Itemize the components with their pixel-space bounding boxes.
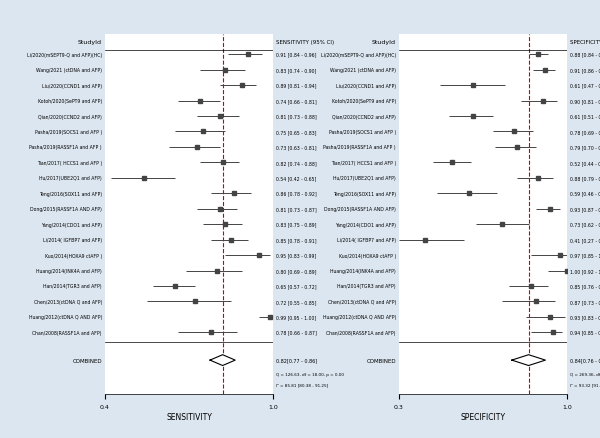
Text: Huang/2012(ctDNA Q AND AFP): Huang/2012(ctDNA Q AND AFP) [323, 314, 396, 320]
Text: Pasha/2019(RASSF1A and AFP ): Pasha/2019(RASSF1A and AFP ) [29, 145, 102, 150]
Text: 0.88 [0.84 - 0.92]: 0.88 [0.84 - 0.92] [570, 53, 600, 57]
Text: Chan/2008(RASSF1A and AFP): Chan/2008(RASSF1A and AFP) [32, 330, 102, 335]
Text: StudyId: StudyId [78, 40, 102, 45]
Text: Tian/2017( HCCS1 and AFP ): Tian/2017( HCCS1 and AFP ) [331, 160, 396, 166]
Text: 0.82[0.77 - 0.86]: 0.82[0.77 - 0.86] [276, 358, 317, 363]
Text: 0.79 [0.70 - 0.87]: 0.79 [0.70 - 0.87] [570, 145, 600, 150]
Text: Liu/2020(CCND1 and AFP): Liu/2020(CCND1 and AFP) [336, 83, 396, 88]
Text: 0.75 [0.65 - 0.83]: 0.75 [0.65 - 0.83] [276, 130, 317, 134]
Text: Huang/2014(INK4A and AFP): Huang/2014(INK4A and AFP) [330, 268, 396, 273]
Text: 0.89 [0.81 - 0.94]: 0.89 [0.81 - 0.94] [276, 83, 317, 88]
Text: Teng/2016(SOX11 and AFP): Teng/2016(SOX11 and AFP) [333, 191, 396, 196]
X-axis label: SENSITIVITY: SENSITIVITY [166, 412, 212, 420]
Text: COMBINED: COMBINED [367, 358, 396, 363]
Text: 0.85 [0.76 - 0.92]: 0.85 [0.76 - 0.92] [570, 284, 600, 289]
Text: 0.86 [0.78 - 0.92]: 0.86 [0.78 - 0.92] [276, 191, 317, 196]
Text: 0.73 [0.62 - 0.84]: 0.73 [0.62 - 0.84] [570, 222, 600, 227]
Text: Liu/2020(CCND1 and AFP): Liu/2020(CCND1 and AFP) [42, 83, 102, 88]
Text: Li/2014( IGFBP7 and AFP): Li/2014( IGFBP7 and AFP) [337, 237, 396, 243]
Text: Qian/2020(CCND2 and AFP): Qian/2020(CCND2 and AFP) [38, 114, 102, 119]
Text: Wang/2021 (ctDNA and AFP): Wang/2021 (ctDNA and AFP) [330, 68, 396, 73]
Text: 0.88 [0.79 - 0.94]: 0.88 [0.79 - 0.94] [570, 176, 600, 181]
Text: Wang/2021 (ctDNA and AFP): Wang/2021 (ctDNA and AFP) [36, 68, 102, 73]
Text: 0.93 [0.87 - 0.97]: 0.93 [0.87 - 0.97] [570, 207, 600, 212]
Text: 0.83 [0.74 - 0.90]: 0.83 [0.74 - 0.90] [276, 68, 316, 73]
Text: 0.54 [0.42 - 0.65]: 0.54 [0.42 - 0.65] [276, 176, 316, 181]
Text: 0.80 [0.69 - 0.89]: 0.80 [0.69 - 0.89] [276, 268, 317, 273]
Text: Han/2014(TGR3 and AFP): Han/2014(TGR3 and AFP) [43, 284, 102, 289]
Text: 0.78 [0.66 - 0.87]: 0.78 [0.66 - 0.87] [276, 330, 317, 335]
Text: Hu/2017(UBE2Q1 and AFP): Hu/2017(UBE2Q1 and AFP) [333, 176, 396, 181]
Text: Teng/2016(SOX11 and AFP): Teng/2016(SOX11 and AFP) [39, 191, 102, 196]
Text: Dong/2015(RASSF1A AND AFP): Dong/2015(RASSF1A AND AFP) [324, 207, 396, 212]
Text: Q = 269.36, df = 18.00, p = 0.00: Q = 269.36, df = 18.00, p = 0.00 [570, 372, 600, 376]
Text: 0.94 [0.85 - 0.98]: 0.94 [0.85 - 0.98] [570, 330, 600, 335]
Text: Chen/2013(ctDNA Q and AFP): Chen/2013(ctDNA Q and AFP) [328, 299, 396, 304]
Text: I² = 93.32 [91.27 - 95.37]: I² = 93.32 [91.27 - 95.37] [570, 383, 600, 387]
Text: 0.97 [0.85 - 1.00]: 0.97 [0.85 - 1.00] [570, 253, 600, 258]
Text: Pasha/2019(SOCS1 and AFP ): Pasha/2019(SOCS1 and AFP ) [35, 130, 102, 134]
Text: 0.85 [0.78 - 0.91]: 0.85 [0.78 - 0.91] [276, 237, 317, 243]
Text: 0.81 [0.73 - 0.87]: 0.81 [0.73 - 0.87] [276, 207, 317, 212]
Text: 0.73 [0.63 - 0.81]: 0.73 [0.63 - 0.81] [276, 145, 317, 150]
Text: 0.52 [0.44 - 0.60]: 0.52 [0.44 - 0.60] [570, 160, 600, 166]
Text: 0.91 [0.86 - 0.95]: 0.91 [0.86 - 0.95] [570, 68, 600, 73]
Text: 0.90 [0.81 - 0.96]: 0.90 [0.81 - 0.96] [570, 99, 600, 104]
Text: Huang/2014(INK4A and AFP): Huang/2014(INK4A and AFP) [36, 268, 102, 273]
Text: 0.61 [0.47 - 0.74]: 0.61 [0.47 - 0.74] [570, 83, 600, 88]
Text: Dong/2015(RASSF1A AND AFP): Dong/2015(RASSF1A AND AFP) [30, 207, 102, 212]
Text: 0.41 [0.27 - 0.57]: 0.41 [0.27 - 0.57] [570, 237, 600, 243]
Text: 0.74 [0.66 - 0.81]: 0.74 [0.66 - 0.81] [276, 99, 317, 104]
Text: Han/2014(TGR3 and AFP): Han/2014(TGR3 and AFP) [337, 284, 396, 289]
Text: Pasha/2019(RASSF1A and AFP ): Pasha/2019(RASSF1A and AFP ) [323, 145, 396, 150]
Text: SPECIFICITY (95% CI): SPECIFICITY (95% CI) [570, 40, 600, 45]
Text: Huang/2012(ctDNA Q AND AFP): Huang/2012(ctDNA Q AND AFP) [29, 314, 102, 320]
Text: Q = 126.63, df = 18.00, p = 0.00: Q = 126.63, df = 18.00, p = 0.00 [276, 372, 344, 376]
Text: Yang/2014(CDO1 and AFP): Yang/2014(CDO1 and AFP) [335, 222, 396, 227]
Text: 0.61 [0.51 - 0.69]: 0.61 [0.51 - 0.69] [570, 114, 600, 119]
Text: Chen/2013(ctDNA Q and AFP): Chen/2013(ctDNA Q and AFP) [34, 299, 102, 304]
X-axis label: SPECIFICITY: SPECIFICITY [461, 412, 505, 420]
Text: 0.72 [0.55 - 0.85]: 0.72 [0.55 - 0.85] [276, 299, 317, 304]
Text: 0.95 [0.83 - 0.99]: 0.95 [0.83 - 0.99] [276, 253, 316, 258]
Text: Kotoh/2020(SePT9 and AFP): Kotoh/2020(SePT9 and AFP) [332, 99, 396, 104]
Text: Yang/2014(CDO1 and AFP): Yang/2014(CDO1 and AFP) [41, 222, 102, 227]
Text: 0.91 [0.84 - 0.96]: 0.91 [0.84 - 0.96] [276, 53, 317, 57]
Text: 0.84[0.76 - 0.90]: 0.84[0.76 - 0.90] [570, 358, 600, 363]
Text: 1.00 [0.92 - 1.00]: 1.00 [0.92 - 1.00] [570, 268, 600, 273]
Text: Hu/2017(UBE2Q1 and AFP): Hu/2017(UBE2Q1 and AFP) [39, 176, 102, 181]
Text: Kotoh/2020(SePT9 and AFP): Kotoh/2020(SePT9 and AFP) [38, 99, 102, 104]
Text: 0.65 [0.57 - 0.72]: 0.65 [0.57 - 0.72] [276, 284, 317, 289]
Text: 0.99 [0.95 - 1.00]: 0.99 [0.95 - 1.00] [276, 314, 316, 320]
Text: I² = 85.81 [80.38 - 91.25]: I² = 85.81 [80.38 - 91.25] [276, 383, 328, 387]
Text: 0.81 [0.73 - 0.88]: 0.81 [0.73 - 0.88] [276, 114, 317, 119]
Text: Li/2014( IGFBP7 and AFP): Li/2014( IGFBP7 and AFP) [43, 237, 102, 243]
Text: Li/2020(mSEPT9-Q and AFP)(HC): Li/2020(mSEPT9-Q and AFP)(HC) [321, 53, 396, 57]
Text: 0.82 [0.74 - 0.88]: 0.82 [0.74 - 0.88] [276, 160, 317, 166]
Text: Kuo/2014(HOXA9 ctAFP ): Kuo/2014(HOXA9 ctAFP ) [45, 253, 102, 258]
Text: 0.59 [0.46 - 0.71]: 0.59 [0.46 - 0.71] [570, 191, 600, 196]
Text: 0.93 [0.83 - 0.99]: 0.93 [0.83 - 0.99] [570, 314, 600, 320]
Text: 0.78 [0.69 - 0.86]: 0.78 [0.69 - 0.86] [570, 130, 600, 134]
Text: Chan/2008(RASSF1A and AFP): Chan/2008(RASSF1A and AFP) [326, 330, 396, 335]
Text: SENSITIVITY (95% CI): SENSITIVITY (95% CI) [276, 40, 334, 45]
Text: 0.87 [0.73 - 0.95]: 0.87 [0.73 - 0.95] [570, 299, 600, 304]
Text: COMBINED: COMBINED [73, 358, 102, 363]
Polygon shape [512, 355, 545, 366]
Text: Pasha/2019(SOCS1 and AFP ): Pasha/2019(SOCS1 and AFP ) [329, 130, 396, 134]
Text: StudyId: StudyId [372, 40, 396, 45]
Text: Li/2020(mSEPT9-Q and AFP)(HC): Li/2020(mSEPT9-Q and AFP)(HC) [27, 53, 102, 57]
Polygon shape [210, 355, 235, 366]
Text: 0.83 [0.75 - 0.89]: 0.83 [0.75 - 0.89] [276, 222, 317, 227]
Text: Qian/2020(CCND2 and AFP): Qian/2020(CCND2 and AFP) [332, 114, 396, 119]
Text: Tian/2017( HCCS1 and AFP ): Tian/2017( HCCS1 and AFP ) [37, 160, 102, 166]
Text: Kuo/2014(HOXA9 ctAFP ): Kuo/2014(HOXA9 ctAFP ) [339, 253, 396, 258]
